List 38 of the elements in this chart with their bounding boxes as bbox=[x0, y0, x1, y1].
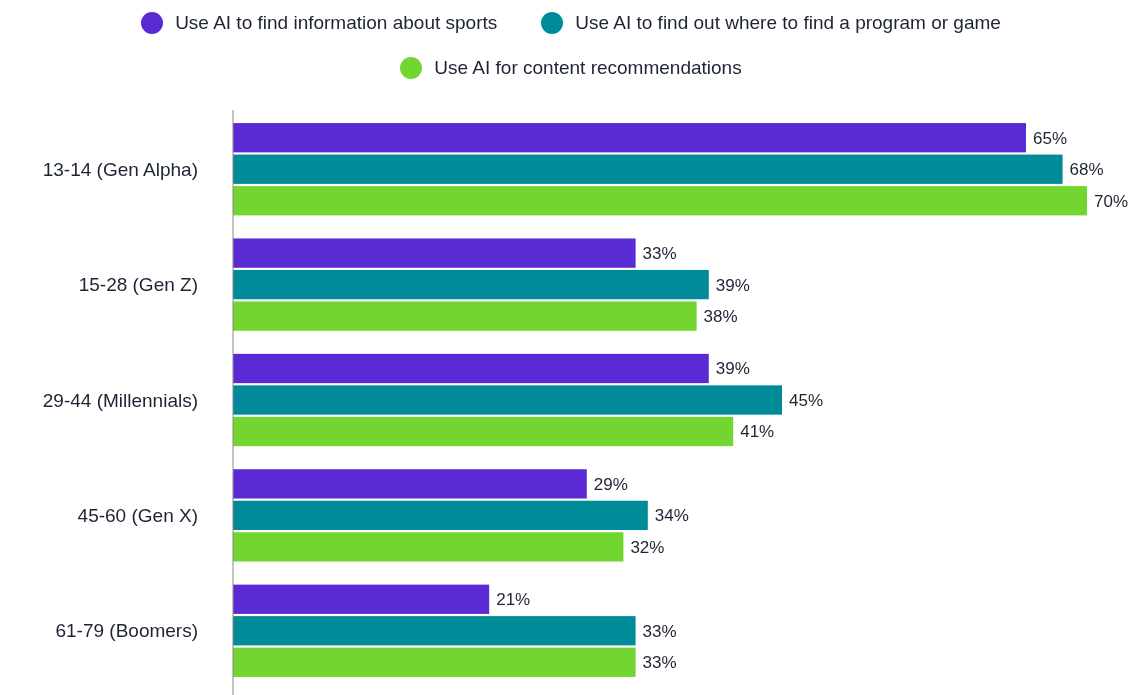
bar bbox=[233, 647, 636, 677]
bar bbox=[233, 584, 490, 614]
bar bbox=[233, 123, 1026, 153]
data-label: 39% bbox=[715, 359, 750, 379]
bar bbox=[233, 500, 648, 531]
y-tick-label: 45-60 (Gen X) bbox=[77, 505, 198, 527]
bar bbox=[233, 353, 709, 384]
data-label: 21% bbox=[496, 590, 531, 610]
y-tick-label: 61-79 (Boomers) bbox=[55, 620, 198, 642]
legend-label: Use AI to find information about sports bbox=[175, 11, 498, 34]
data-label: 41% bbox=[740, 422, 775, 442]
bar bbox=[233, 616, 636, 646]
data-label: 38% bbox=[703, 307, 738, 327]
legend-label: Use AI to find out where to find a program or game bbox=[575, 11, 1001, 34]
bar bbox=[233, 154, 1063, 184]
bar bbox=[233, 532, 624, 562]
data-label: 29% bbox=[593, 474, 628, 494]
data-label: 45% bbox=[789, 390, 824, 410]
data-label: 34% bbox=[654, 506, 689, 526]
data-label: 33% bbox=[642, 653, 677, 673]
bar bbox=[233, 416, 734, 447]
bar bbox=[233, 238, 636, 268]
legend-label: Use AI for content recommendations bbox=[434, 56, 742, 79]
bar bbox=[233, 301, 697, 331]
data-label: 33% bbox=[642, 621, 677, 641]
bar bbox=[233, 469, 587, 499]
data-label: 65% bbox=[1033, 128, 1068, 148]
y-tick-label: 15-28 (Gen Z) bbox=[78, 274, 198, 296]
data-label: 39% bbox=[715, 275, 750, 295]
bar bbox=[233, 269, 709, 300]
data-label: 32% bbox=[630, 537, 665, 557]
bar bbox=[233, 385, 782, 415]
y-tick-label: 29-44 (Millennials) bbox=[42, 389, 198, 411]
data-label: 33% bbox=[642, 244, 677, 264]
data-label: 68% bbox=[1069, 160, 1104, 180]
data-label: 70% bbox=[1094, 191, 1129, 211]
y-tick-label: 13-14 (Gen Alpha) bbox=[42, 158, 198, 180]
bar bbox=[233, 186, 1087, 216]
